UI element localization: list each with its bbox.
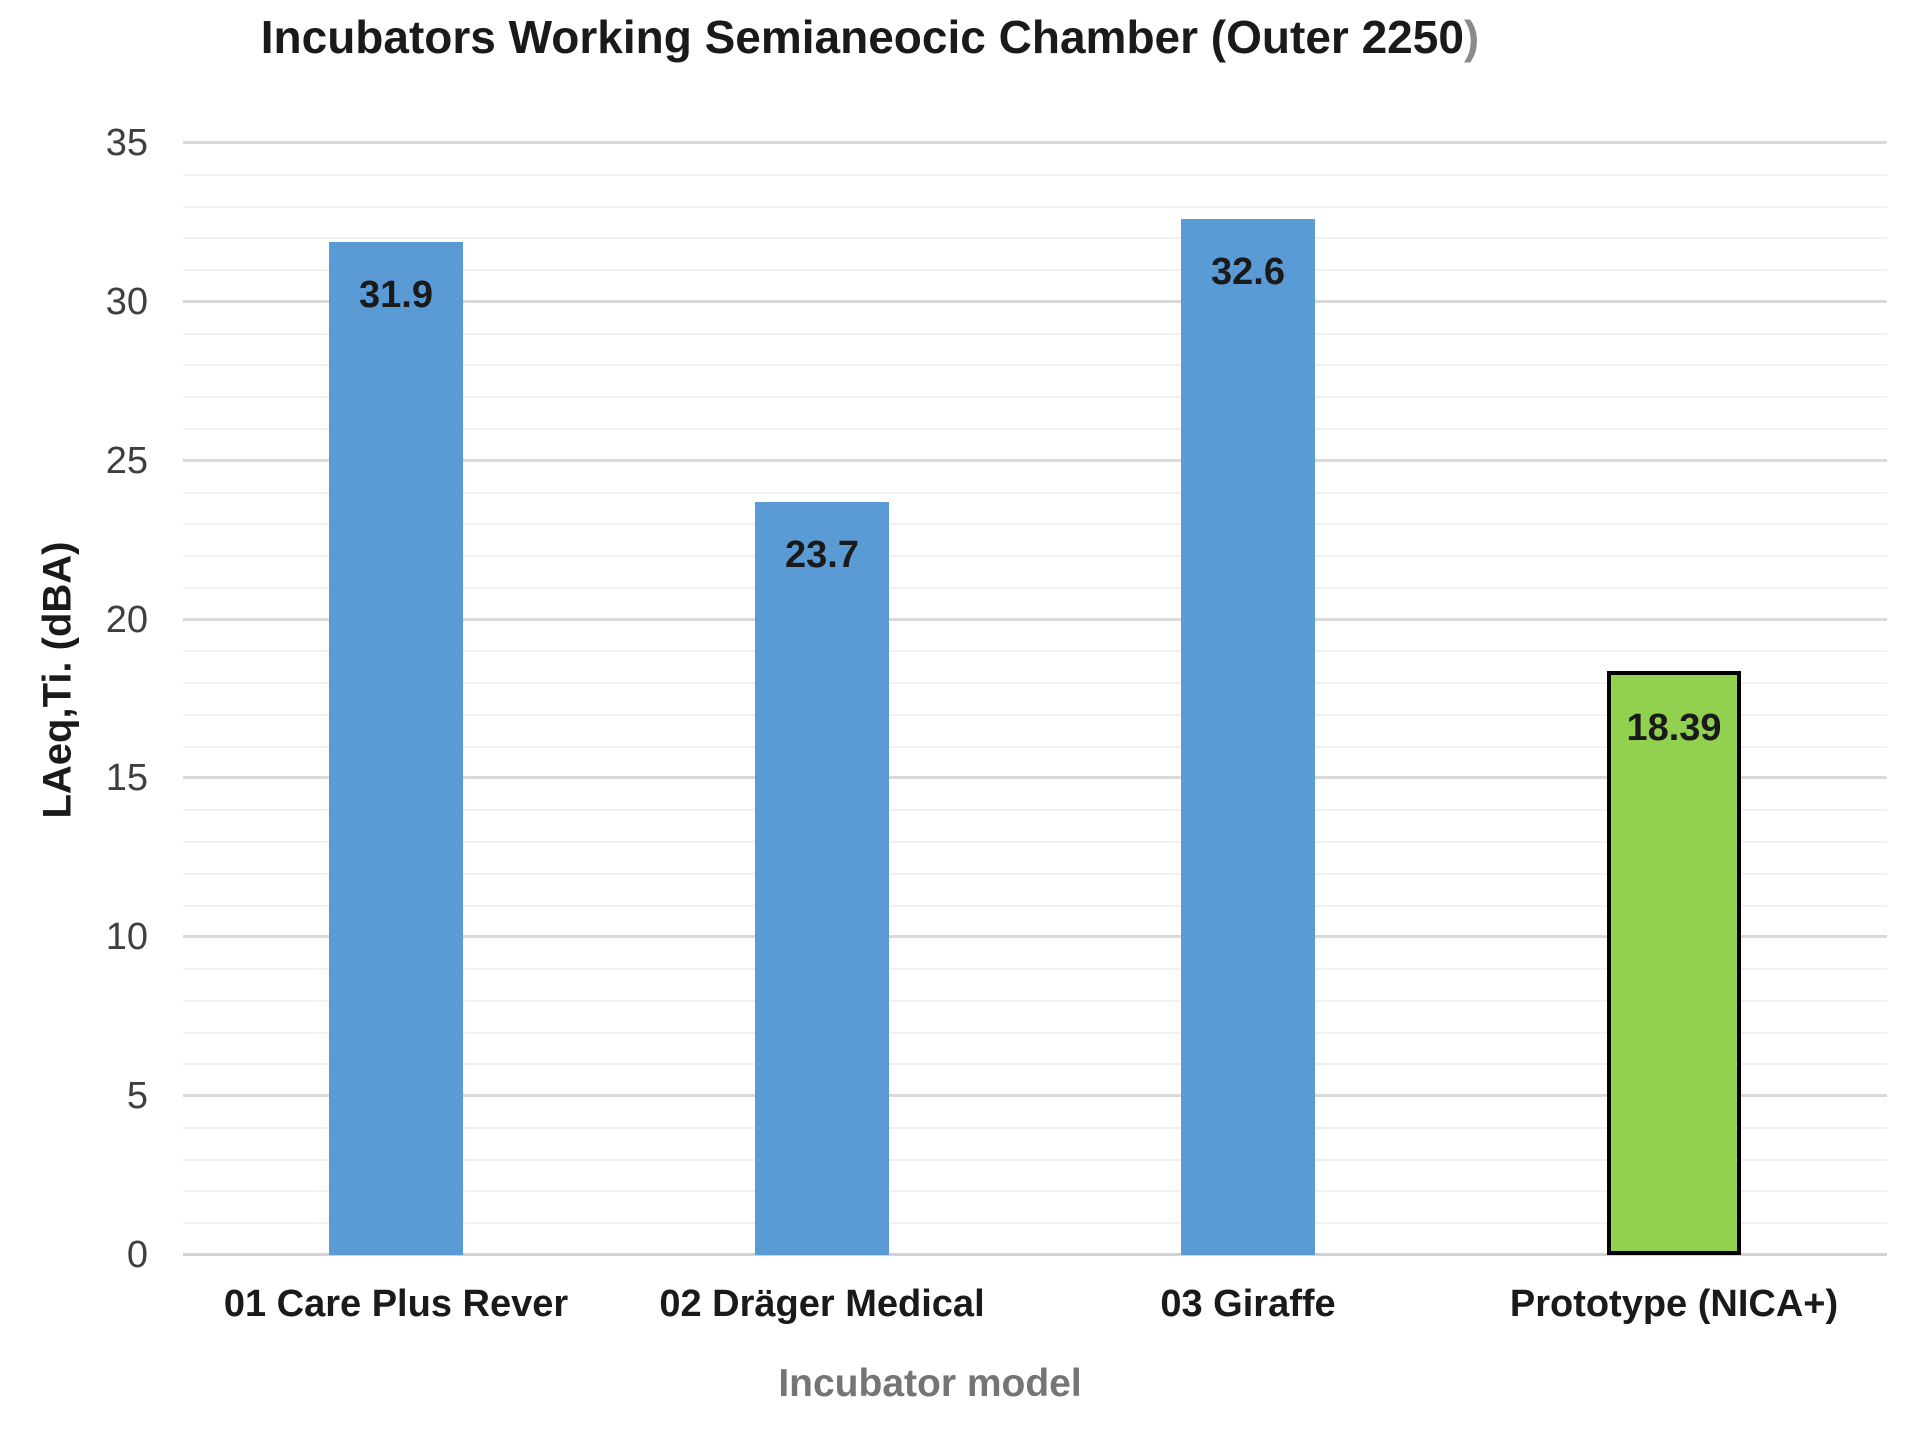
gridline-minor [183,745,1887,748]
gridline-major [183,299,1887,303]
bar-value-label: 32.6 [1211,251,1285,294]
x-category-label: 03 Giraffe [1160,1283,1336,1325]
y-tick-label: 35 [105,122,148,164]
x-axis-baseline [183,1253,1887,1256]
y-tick-label: 30 [105,280,148,323]
gridline-major [183,458,1887,462]
y-tick-label: 25 [105,439,148,482]
chart-title-main: Incubators Working Semianeocic Chamber (… [260,11,1464,63]
gridline-minor [183,1063,1887,1066]
x-category-label: Prototype (NICA+) [1509,1283,1839,1325]
gridline-minor [183,713,1887,716]
gridline-minor [183,269,1887,272]
y-tick-label: 0 [126,1234,148,1276]
gridline-minor [183,1190,1887,1193]
y-tick-label: 20 [105,598,148,641]
x-category-label: 01 Care Plus Rever [223,1283,569,1325]
gridline-minor [183,904,1887,907]
gridline-minor [183,173,1887,176]
gridline-minor [183,999,1887,1002]
x-axis-labels: 01 Care Plus Rever 02 Dräger Medical 03 Gi… [0,1283,1920,1333]
gridline-minor [183,523,1887,526]
gridline-major [183,617,1887,621]
chart-title-suffix: ) [1463,11,1480,63]
gridline-minor [183,237,1887,240]
bar-1: 31.9 [329,241,463,1255]
bar-2: 23.7 [755,502,889,1255]
y-axis-ticks: 0 5 10 15 20 25 30 35 [0,122,148,1276]
y-tick-label: 5 [126,1075,148,1118]
x-category-label: 02 Dräger Medical [659,1283,985,1325]
gridline-minor [183,332,1887,335]
gridline-major [183,935,1887,939]
gridline-minor [183,840,1887,843]
gridline-major [183,776,1887,780]
gridline-major [183,141,1887,144]
gridline-minor [183,1031,1887,1034]
gridline-major [183,1094,1887,1098]
bar-4: 18.39 [1607,670,1741,1255]
gridline-minor [183,968,1887,971]
bar-value-label: 31.9 [359,273,433,316]
plot-area: 31.9 23.7 32.6 18.39 [183,141,1887,1256]
bar-value-label: 18.39 [1626,706,1722,749]
chart-title: Incubators Working Semianeocic Chamber (… [0,10,1740,64]
gridline-minor [183,586,1887,589]
gridline-minor [183,205,1887,208]
x-axis-title: Incubator model [778,1362,1082,1405]
gridline-minor [183,650,1887,653]
bar-value-label: 23.7 [785,534,859,577]
bar-3: 32.6 [1181,219,1315,1255]
y-tick-label: 15 [105,757,148,800]
gridline-minor [183,1158,1887,1161]
gridline-minor [183,364,1887,367]
gridline-minor [183,809,1887,812]
y-tick-label: 10 [105,916,148,959]
gridline-minor [183,427,1887,430]
gridline-minor [183,1222,1887,1225]
gridline-minor [183,1126,1887,1129]
gridline-minor [183,396,1887,399]
gridline-minor [183,555,1887,558]
gridline-minor [183,491,1887,494]
gridline-minor [183,872,1887,875]
gridline-minor [183,682,1887,685]
